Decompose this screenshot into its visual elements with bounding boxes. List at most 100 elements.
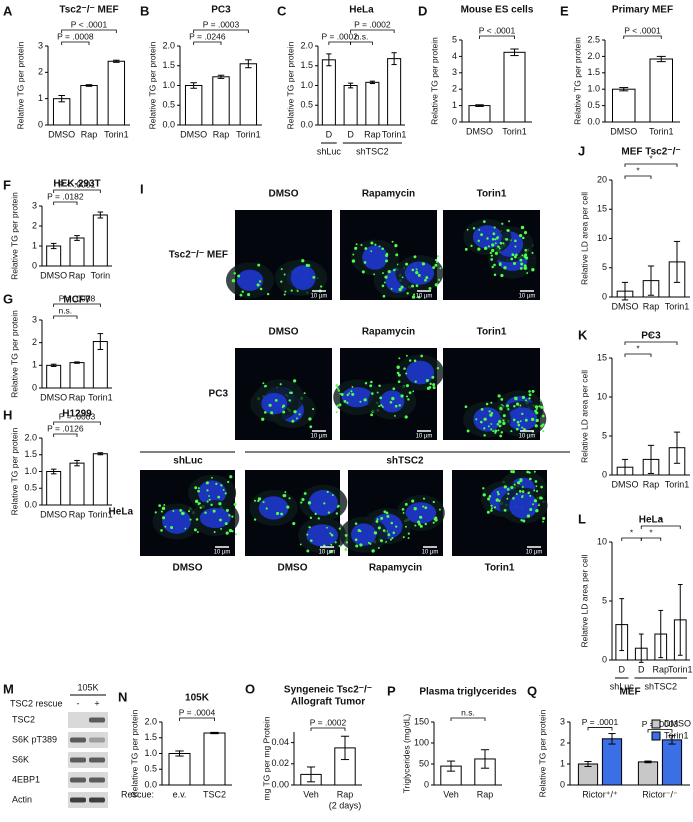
lipid-droplet — [303, 492, 307, 495]
lipid-droplet — [528, 393, 532, 397]
lipid-droplet — [224, 522, 228, 526]
lipid-droplet — [306, 533, 309, 536]
x-tick-label: DMSO — [612, 479, 639, 489]
blot-band — [70, 757, 86, 763]
lipid-droplet — [197, 487, 200, 490]
lipid-droplet — [493, 263, 496, 267]
lipid-droplet — [539, 399, 542, 402]
lipid-droplet — [529, 494, 532, 497]
lipid-droplet — [403, 367, 406, 370]
lipid-droplet — [483, 434, 486, 437]
blot-strip — [68, 772, 108, 788]
x-tick-label: DMSO — [40, 392, 67, 402]
micrograph: 10 µm — [339, 470, 445, 556]
lipid-droplet — [227, 480, 230, 484]
lipid-droplet — [514, 245, 517, 248]
lipid-droplet — [378, 245, 381, 248]
lipid-droplet — [380, 404, 383, 407]
lipid-droplet — [206, 500, 209, 503]
lipid-droplet — [490, 509, 493, 512]
lipid-droplet — [540, 405, 544, 409]
x-tick-label: Torin1 — [382, 129, 407, 139]
y-tick-label: 1 — [452, 100, 457, 110]
lipid-droplet — [311, 407, 315, 411]
lipid-droplet — [220, 484, 223, 487]
y-tick-label: 0.5 — [144, 764, 157, 774]
lipid-droplet — [340, 393, 344, 396]
lipid-droplet — [320, 285, 323, 288]
y-axis-label: Triglycerides (mg/dL) — [401, 714, 411, 794]
y-tick-label: 0.5 — [587, 100, 600, 110]
lipid-droplet — [338, 403, 342, 407]
lipid-droplet — [525, 399, 527, 402]
bar — [69, 237, 85, 267]
bar — [503, 51, 526, 123]
lipid-droplet — [480, 233, 483, 237]
lipid-droplet — [376, 518, 379, 521]
lipid-droplet — [521, 490, 525, 493]
lipid-droplet — [359, 400, 362, 403]
lipid-droplet — [527, 491, 531, 495]
y-axis-label: Relative TG per protein — [9, 192, 19, 280]
condition-label: Torin1 — [485, 563, 515, 574]
lipid-droplet — [253, 518, 257, 521]
micrograph: 10 µm — [452, 470, 548, 556]
x-tick-label: Rap — [364, 129, 381, 139]
significance-label: P = .0182 — [47, 191, 84, 201]
significance-label: n.s. — [58, 305, 72, 315]
lipid-droplet — [350, 390, 353, 393]
lipid-droplet — [402, 536, 405, 539]
significance-bracket — [53, 315, 78, 319]
x-tick-label: Torin1 — [104, 129, 129, 139]
significance-bracket — [624, 175, 652, 179]
lipid-droplet — [188, 510, 191, 513]
lipid-droplet — [338, 527, 341, 530]
x-tick-label: Rap — [643, 301, 660, 311]
lipid-droplet — [222, 488, 225, 491]
nucleus — [290, 265, 316, 291]
blot-band — [89, 737, 105, 743]
y-tick-label: 20 — [597, 174, 607, 184]
x-tick-label: Torin1 — [236, 129, 261, 139]
y-tick-label: 1.0 — [300, 80, 313, 90]
x-axis-label: Rescue: — [121, 789, 154, 799]
lipid-droplet — [291, 419, 295, 423]
micrograph: 10 µm — [340, 210, 444, 300]
lipid-droplet — [498, 263, 502, 266]
group-label: shTSC2 — [356, 146, 389, 156]
cell-line: 105K — [77, 682, 98, 692]
lipid-droplet — [538, 405, 541, 408]
y-tick-label: 2.0 — [24, 432, 37, 442]
lipid-droplet — [194, 486, 198, 490]
lipid-droplet — [257, 499, 260, 503]
lipid-droplet — [411, 268, 415, 272]
lipid-droplet — [411, 499, 415, 503]
y-tick-label: 0 — [32, 382, 37, 392]
y-tick-label: 4 — [452, 51, 457, 61]
bar — [661, 739, 683, 786]
y-tick-label: 50 — [419, 758, 429, 768]
significance-bracket — [61, 29, 117, 33]
lipid-droplet — [519, 478, 523, 483]
lipid-droplet — [257, 263, 261, 267]
lipid-droplet — [393, 268, 396, 272]
lipid-droplet — [394, 404, 398, 408]
significance-bracket — [624, 163, 678, 167]
lipid-droplet — [306, 549, 310, 553]
lipid-droplet — [391, 537, 394, 540]
lipid-droplet — [233, 503, 237, 506]
lipid-droplet — [438, 508, 441, 511]
lipid-droplet — [405, 354, 408, 357]
lipid-droplet — [422, 497, 426, 500]
nucleus — [306, 524, 339, 547]
lipid-droplet — [381, 247, 384, 251]
lipid-droplet — [292, 521, 296, 526]
lipid-droplet — [371, 392, 374, 395]
lipid-droplet — [208, 495, 210, 497]
legend-swatch — [651, 719, 661, 729]
lipid-droplet — [330, 533, 334, 537]
lipid-droplet — [268, 403, 272, 407]
lipid-droplet — [382, 294, 386, 298]
lipid-droplet — [406, 395, 409, 398]
lipid-droplet — [526, 514, 531, 518]
